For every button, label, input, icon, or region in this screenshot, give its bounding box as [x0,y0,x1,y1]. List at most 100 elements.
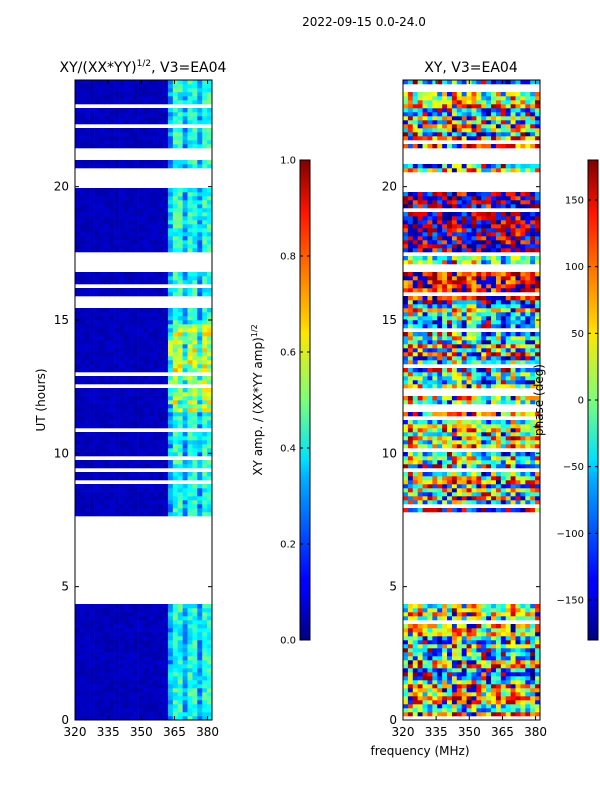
heatmap-cell [535,700,541,705]
heatmap-cell [466,480,472,485]
heatmap-cell [197,656,203,661]
heatmap-cell [481,660,487,665]
heatmap-cell [89,392,95,397]
heatmap-cell [471,420,477,425]
heatmap-cell [192,248,198,253]
heatmap-cell [138,140,144,145]
heatmap-cell [447,476,453,481]
heatmap-cell [417,412,423,417]
heatmap-cell [94,420,100,425]
heatmap-cell [461,672,467,677]
heatmap-cell [412,508,418,513]
heatmap-cell [422,696,428,701]
heatmap-cell [500,700,507,705]
heatmap-cell [427,712,433,717]
heatmap-cell [138,460,144,465]
heatmap-cell [89,312,95,317]
heatmap-cell [123,120,130,125]
heatmap-cell [407,348,414,353]
heatmap-cell [471,332,477,337]
heatmap-cell [133,160,139,165]
heatmap-cell [143,364,149,369]
heatmap-cell [451,636,458,641]
heatmap-cell [417,420,423,425]
heatmap-cell [466,616,472,621]
heatmap-cell [207,280,213,285]
heatmap-cell [207,604,213,609]
heatmap-cell [84,492,90,497]
heatmap-cell [104,444,110,449]
heatmap-cell [79,672,86,677]
heatmap-cell [109,380,115,385]
heatmap-cell [79,80,86,85]
heatmap-cell [89,616,95,621]
heatmap-cell [486,604,492,609]
heatmap-cell [407,444,414,449]
heatmap-cell [167,140,174,145]
heatmap-cell [128,248,135,253]
heatmap-cell [99,84,105,89]
heatmap-cell [99,188,105,193]
heatmap-cell [104,204,110,209]
heatmap-cell [138,340,144,345]
heatmap-cell [89,276,95,281]
heatmap-cell [163,136,169,141]
heatmap-cell [197,364,203,369]
heatmap-cell [520,712,526,717]
heatmap-cell [442,432,448,437]
heatmap-cell [495,492,502,497]
heatmap-cell [427,628,433,633]
heatmap-cell [192,236,198,241]
heatmap-cell [525,440,531,445]
heatmap-cell [143,400,149,405]
heatmap-cell [412,684,418,689]
heatmap-cell [495,500,502,505]
heatmap-cell [109,312,115,317]
heatmap-cell [495,456,502,461]
heatmap-cell [89,160,95,165]
heatmap-cell [456,432,463,437]
heatmap-cell [456,612,463,617]
heatmap-cell [207,320,213,325]
heatmap-cell [451,472,458,477]
heatmap-cell [530,384,536,389]
heatmap-cell [79,396,86,401]
heatmap-cell [128,704,135,709]
heatmap-cell [84,316,90,321]
heatmap-cell [182,676,188,681]
heatmap-cell [461,400,467,405]
heatmap-cell [153,412,159,417]
heatmap-cell [515,444,521,449]
heatmap-cell [114,660,120,665]
heatmap-cell [94,96,100,101]
heatmap-cell [163,140,169,145]
heatmap-cell [109,504,115,509]
heatmap-cell [79,208,86,213]
heatmap-cell [407,472,414,477]
heatmap-cell [119,420,125,425]
heatmap-cell [123,340,130,345]
heatmap-cell [407,668,414,673]
colorbar-1-label-main: XY amp. / (XX*YY amp) [251,337,265,475]
heatmap-cell [99,412,105,417]
heatmap-cell [432,352,438,357]
heatmap-cell [153,472,159,477]
heatmap-cell [461,424,467,429]
heatmap-cell [84,248,90,253]
heatmap-cell [89,508,95,513]
heatmap-cell [99,616,105,621]
heatmap-cell [525,452,531,457]
heatmap-cell [177,608,183,613]
heatmap-cell [476,688,482,693]
heatmap-cell [84,136,90,141]
heatmap-cell [84,160,90,165]
heatmap-cell [138,144,144,149]
heatmap-cell [187,452,193,457]
heatmap-cell [109,672,115,677]
heatmap-cell [119,624,125,629]
heatmap-cell [167,672,174,677]
heatmap-cell [158,664,164,669]
heatmap-cell [123,660,130,665]
heatmap-cell [143,644,149,649]
